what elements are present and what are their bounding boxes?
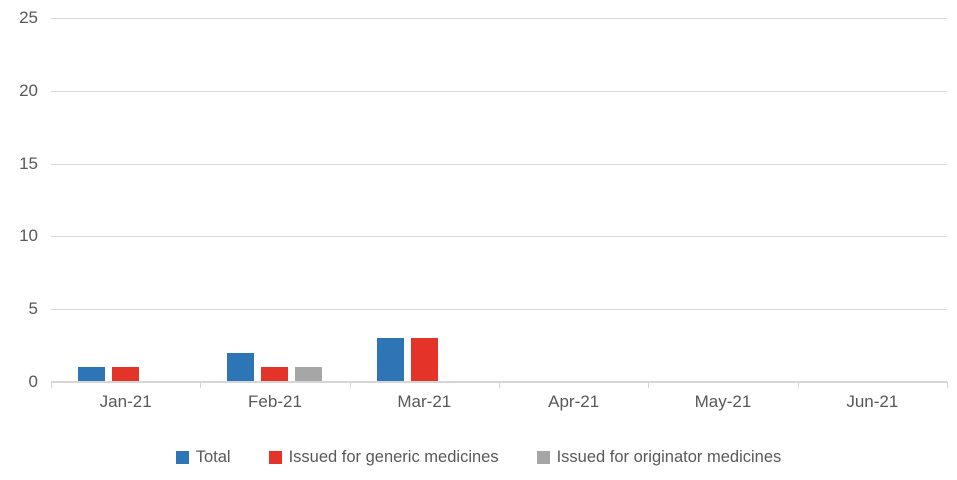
x-axis-tick: [51, 382, 52, 388]
x-tick-label-apr-21: Apr-21: [548, 392, 600, 411]
x-axis: Jan-21 Feb-21 Mar-21 Apr-21 May-21 Jun-21: [51, 392, 947, 412]
legend-label: Issued for originator medicines: [556, 448, 782, 466]
x-tick-label-may-21: May-21: [694, 392, 752, 411]
legend-item-issued-for-originator-medicines: Issued for originator medicines: [536, 448, 782, 467]
y-tick-label: 15: [19, 153, 38, 173]
legend-item-issued-for-generic-medicines: Issued for generic medicines: [268, 448, 499, 467]
x-axis-tick: [648, 382, 650, 388]
legend-item-total: Total: [175, 448, 231, 467]
legend-label: Total: [195, 448, 231, 466]
bar-total: [227, 352, 255, 382]
legend-swatch-icon: [175, 451, 189, 464]
gridline: [51, 236, 947, 238]
y-tick-label: 20: [19, 80, 38, 100]
x-tick-label-mar-21: Mar-21: [397, 392, 452, 411]
bar-total: [78, 367, 106, 382]
y-tick-label: 10: [19, 226, 38, 246]
bar-issued-for-generic-medicines: [261, 367, 289, 382]
category-group-apr-21: [499, 18, 648, 382]
bar-issued-for-generic-medicines: [410, 338, 438, 382]
category-group-jun-21: [798, 18, 947, 382]
y-tick-label: 5: [28, 299, 38, 319]
gridline: [51, 18, 947, 19]
legend-swatch-icon: [268, 451, 282, 464]
legend-label: Issued for generic medicines: [288, 448, 499, 466]
legend-swatch-icon: [536, 451, 550, 464]
y-tick-label: 25: [19, 8, 38, 27]
x-axis-tick: [200, 382, 202, 388]
category-group-mar-21: [350, 18, 499, 382]
chart-legend: Total Issued for generic medicines Issued …: [0, 448, 957, 467]
gridline: [51, 163, 947, 165]
x-tick-label-jun-21: Jun-21: [846, 392, 899, 411]
bar-issued-for-generic-medicines: [112, 367, 140, 382]
y-tick-label: 0: [28, 372, 38, 391]
x-axis-tick: [349, 382, 351, 388]
x-tick-label-jan-21: Jan-21: [99, 392, 152, 411]
bars-area: [51, 18, 947, 382]
gridline: [51, 309, 947, 311]
bar-total: [376, 338, 404, 382]
plot-area: [51, 18, 948, 388]
category-group-may-21: [648, 18, 797, 382]
x-axis-tick: [947, 382, 948, 388]
x-axis-tick: [797, 382, 799, 388]
bar-issued-for-originator-medicines: [295, 367, 323, 382]
x-axis-tick: [499, 382, 500, 388]
category-group-jan-21: [51, 18, 200, 382]
gridline: [51, 90, 947, 92]
x-tick-label-feb-21: Feb-21: [248, 392, 302, 411]
category-group-feb-21: [200, 18, 349, 382]
